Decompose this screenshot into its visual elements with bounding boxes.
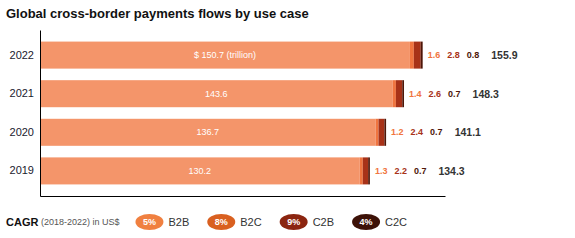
y-tick-label: 2019 <box>10 164 34 176</box>
data-label: $ 150.7 (trillion) <box>194 50 256 60</box>
total-label: 134.3 <box>438 165 464 177</box>
data-label: 0.7 <box>430 127 443 137</box>
bar <box>376 119 379 146</box>
legend-label: B2B <box>168 216 189 228</box>
total-label: 141.1 <box>455 126 481 138</box>
bar <box>368 157 370 184</box>
legend-item: 9% C2B <box>280 214 334 230</box>
series-bars <box>40 42 410 185</box>
data-labels: $ 150.7 (trillion) 1.6 2.8 0.8 155.9 143.6 1.4… <box>189 49 518 177</box>
series-bars <box>363 42 421 185</box>
bar <box>40 119 376 146</box>
legend-label: C2B <box>313 216 334 228</box>
bar <box>40 157 360 184</box>
bar <box>392 80 395 107</box>
legend-title: CAGR <box>6 216 38 228</box>
legend-label: C2C <box>385 216 407 228</box>
y-tick: 2020 <box>10 126 40 138</box>
bar <box>363 157 368 184</box>
legend-item: 4% C2C <box>352 214 407 230</box>
data-label: 1.3 <box>375 166 388 176</box>
y-tick-label: 2022 <box>10 49 34 61</box>
legend-swatch <box>135 214 163 230</box>
legend-heading: CAGR (2018-2022) in US$ <box>6 216 119 228</box>
legend-subtitle: (2018-2022) in US$ <box>38 217 119 227</box>
x-axis-line <box>41 196 446 197</box>
y-tick: 2022 <box>10 49 40 61</box>
bar <box>410 42 414 69</box>
bar <box>40 42 410 69</box>
legend-swatch <box>280 214 308 230</box>
title: Global cross-border payments flows by us… <box>6 6 309 21</box>
data-label: 1.6 <box>428 50 441 60</box>
data-label: 2.2 <box>394 166 407 176</box>
legend-value: 4% <box>360 217 373 227</box>
data-label: 1.4 <box>409 89 422 99</box>
total-label: 155.9 <box>491 49 517 61</box>
legend-swatch <box>207 214 235 230</box>
legend-value: 8% <box>215 217 228 227</box>
y-tick: 2021 <box>10 87 40 99</box>
bar <box>396 80 402 107</box>
y-tick-label: 2020 <box>10 126 34 138</box>
chart-svg: Global cross-border payments flows by us… <box>0 0 575 238</box>
legend: CAGR (2018-2022) in US$ 5% B2B 8% B2C 9% C2B 4%… <box>6 214 407 230</box>
y-tick-label: 2021 <box>10 87 34 99</box>
legend-swatch <box>352 214 380 230</box>
data-label: 136.7 <box>197 127 220 137</box>
bars <box>40 42 423 185</box>
data-label: 1.2 <box>391 127 404 137</box>
data-label: 0.8 <box>467 50 480 60</box>
total-label: 148.3 <box>473 88 499 100</box>
legend-item: 8% B2C <box>207 214 261 230</box>
legend-value: 5% <box>143 217 156 227</box>
data-label: 0.7 <box>414 166 427 176</box>
legend-label: B2C <box>240 216 261 228</box>
y-axis-line <box>40 31 41 197</box>
legend-value: 9% <box>287 217 300 227</box>
bar <box>384 119 386 146</box>
bar <box>414 42 421 69</box>
data-label: 143.6 <box>205 89 228 99</box>
y-tick: 2019 <box>10 164 40 176</box>
bar <box>40 80 392 107</box>
data-label: 0.7 <box>448 89 461 99</box>
bar <box>421 42 423 69</box>
data-label: 2.4 <box>411 127 424 137</box>
bar <box>360 157 363 184</box>
legend-item: 5% B2B <box>135 214 189 230</box>
y-axis: 2022 2021 2020 2019 <box>10 31 41 197</box>
series-bars <box>368 42 422 185</box>
series-bars <box>360 42 414 185</box>
data-label: 130.2 <box>189 166 212 176</box>
bar <box>402 80 404 107</box>
data-label: 2.6 <box>429 89 442 99</box>
data-label: 2.8 <box>447 50 460 60</box>
x-axis <box>41 196 446 197</box>
bar <box>378 119 384 146</box>
chart-container: Global cross-border payments flows by us… <box>0 0 575 238</box>
